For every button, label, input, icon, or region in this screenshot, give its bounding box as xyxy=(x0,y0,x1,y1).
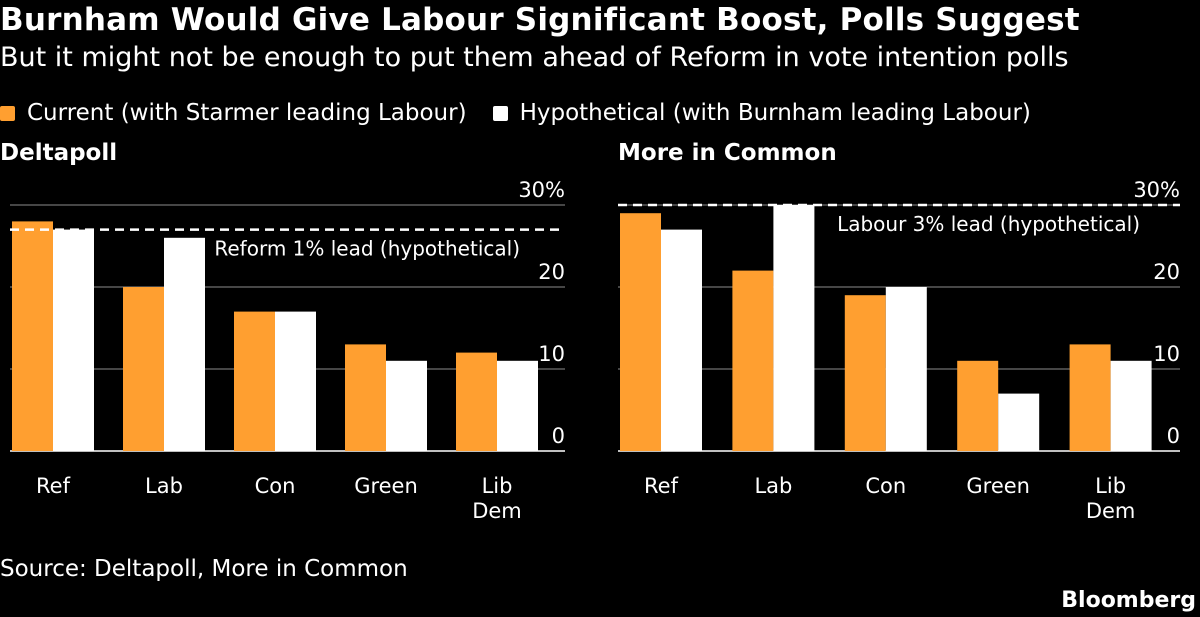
more-in-common-x-tick-label: Con xyxy=(865,474,906,498)
more-in-common-x-tick-label: Dem xyxy=(1086,499,1136,523)
deltapoll-bar-hypothetical xyxy=(164,237,205,451)
legend-item-hypothetical: Hypothetical (with Burnham leading Labou… xyxy=(492,100,1031,126)
chart-subtitle: But it might not be enough to put them a… xyxy=(0,42,1069,73)
more-in-common-x-tick-label: Lab xyxy=(754,474,792,498)
more-in-common-x-tick-label: Ref xyxy=(644,474,679,498)
more-in-common-bar-hypothetical xyxy=(1110,360,1152,451)
deltapoll-y-tick-label: 20 xyxy=(538,260,565,284)
deltapoll-bar-hypothetical xyxy=(53,229,94,451)
deltapoll-x-tick-label: Lib xyxy=(482,474,513,498)
legend-swatch-current xyxy=(0,105,15,121)
more-in-common-bar-hypothetical xyxy=(773,205,815,451)
deltapoll-bar-hypothetical xyxy=(497,360,538,451)
deltapoll-reference-label: Reform 1% lead (hypothetical) xyxy=(214,237,520,261)
deltapoll-x-tick-label: Con xyxy=(255,474,296,498)
more-in-common-x-tick-label: Lib xyxy=(1095,474,1126,498)
more-in-common-bar-hypothetical xyxy=(885,287,927,451)
deltapoll-x-tick-label: Green xyxy=(354,474,418,498)
legend-swatch-hypothetical xyxy=(492,105,508,121)
chart-title: Burnham Would Give Labour Significant Bo… xyxy=(0,2,1080,38)
bloomberg-logo: Bloomberg xyxy=(1061,588,1196,613)
legend: Current (with Starmer leading Labour) Hy… xyxy=(0,96,1057,130)
panel-title-more-in-common: More in Common xyxy=(618,140,837,166)
deltapoll-bar-hypothetical xyxy=(386,360,427,451)
deltapoll-x-tick-label: Dem xyxy=(472,499,522,523)
deltapoll-bar-current xyxy=(456,352,497,451)
legend-label-hypothetical: Hypothetical (with Burnham leading Labou… xyxy=(519,100,1031,126)
deltapoll-bar-hypothetical xyxy=(275,311,316,451)
more-in-common-y-tick-label: 10 xyxy=(1153,342,1180,366)
deltapoll-bar-current xyxy=(234,311,275,451)
source-note: Source: Deltapoll, More in Common xyxy=(0,556,408,582)
deltapoll-y-tick-label: 0 xyxy=(552,424,565,448)
more-in-common-bar-current xyxy=(1069,344,1111,451)
deltapoll-y-tick-label: 30% xyxy=(518,178,565,202)
more-in-common-bar-current xyxy=(620,213,661,451)
more-in-common-y-tick-label: 20 xyxy=(1153,260,1180,284)
deltapoll-bar-current xyxy=(123,287,164,451)
more-in-common-bar-hypothetical xyxy=(661,229,702,451)
deltapoll-x-tick-label: Lab xyxy=(145,474,183,498)
more-in-common-y-tick-label: 0 xyxy=(1167,424,1180,448)
more-in-common-reference-label: Labour 3% lead (hypothetical) xyxy=(837,212,1140,236)
more-in-common-y-tick-label: 30% xyxy=(1133,178,1180,202)
more-in-common-bar-hypothetical xyxy=(998,393,1040,451)
more-in-common-x-tick-label: Green xyxy=(966,474,1030,498)
deltapoll-bar-current xyxy=(345,344,386,451)
more-in-common-bar-current xyxy=(732,270,774,451)
deltapoll-x-tick-label: Ref xyxy=(36,474,71,498)
deltapoll-y-tick-label: 10 xyxy=(538,342,565,366)
legend-label-current: Current (with Starmer leading Labour) xyxy=(27,100,467,126)
more-in-common-bar-current xyxy=(957,360,999,451)
more-in-common-bar-current xyxy=(844,295,886,451)
legend-item-current: Current (with Starmer leading Labour) xyxy=(0,100,467,126)
panel-title-deltapoll: Deltapoll xyxy=(0,140,118,166)
deltapoll-bar-current xyxy=(12,221,53,451)
